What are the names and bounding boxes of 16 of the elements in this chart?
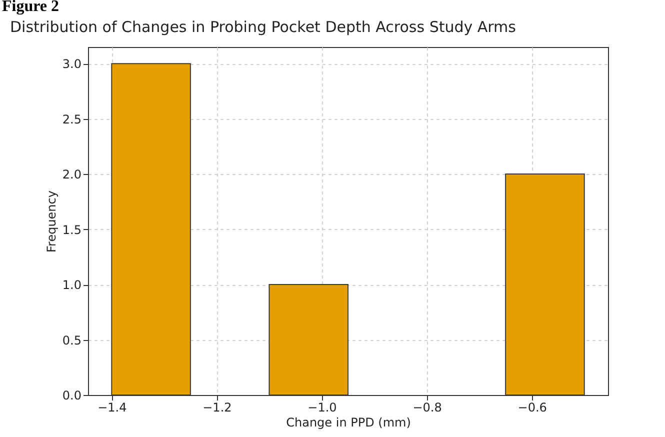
x-tick-label: −1.4 [98, 400, 127, 414]
chart-title: Distribution of Changes in Probing Pocket Depth Across Study Arms [10, 18, 516, 36]
x-axis-title: Change in PPD (mm) [286, 416, 411, 430]
y-tick-label: 3.0 [62, 57, 82, 72]
y-tick-label: 1.0 [62, 278, 82, 292]
y-tick-label: 0.0 [62, 388, 82, 402]
y-tick-label: 2.5 [62, 112, 82, 126]
y-axis-title: Frequency [44, 190, 58, 252]
x-tick-label: −1.0 [308, 400, 337, 414]
x-tick-label: −1.2 [202, 400, 232, 414]
caption: Figure 2 [2, 0, 60, 15]
x-tick-label: −0.8 [412, 400, 442, 414]
x-tick-label: −0.6 [518, 400, 547, 414]
y-tick-label: 0.5 [62, 333, 82, 348]
y-tick-label: 1.5 [62, 222, 82, 237]
y-tick-label: 2.0 [62, 168, 82, 182]
